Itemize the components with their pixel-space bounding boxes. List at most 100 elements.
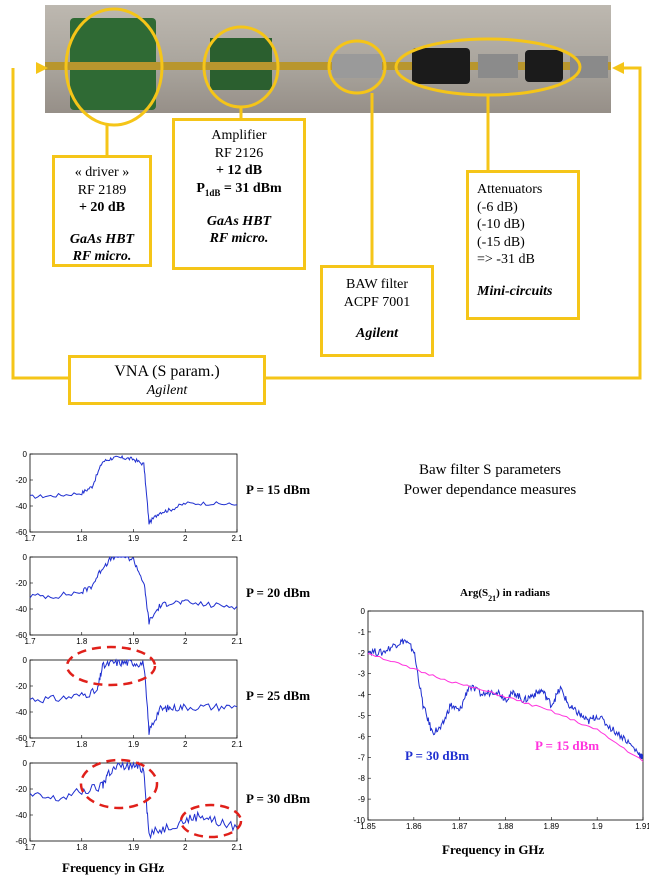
x-tick-label: 1.87	[452, 822, 468, 831]
y-tick-label: -60	[15, 631, 27, 640]
baw-maker: Agilent	[355, 326, 398, 341]
x-tick-label: 2	[183, 740, 188, 749]
attenuators-box: Attenuators (-6 dB) (-10 dB) (-15 dB) =>…	[466, 170, 580, 320]
attenuator-black-2	[525, 50, 563, 82]
x-tick-label: 1.9	[128, 534, 140, 543]
y-tick-label: -60	[15, 837, 27, 846]
power-label-20: P = 20 dBm	[246, 585, 311, 600]
x-tick-label: 1.8	[76, 843, 88, 852]
x-tick-label: 1.7	[24, 843, 36, 852]
y-tick-label: -8	[358, 774, 366, 783]
y-tick-label: -9	[358, 795, 366, 804]
att-l2: (-6 dB)	[477, 199, 518, 215]
series-line-0	[29, 658, 238, 735]
y-tick-label: -2	[358, 649, 366, 658]
driver-l1: « driver »	[74, 165, 130, 180]
x-tick-label: 1.9	[128, 740, 140, 749]
baw-connector	[332, 54, 382, 78]
power-label-15: P = 15 dBm	[246, 482, 311, 497]
driver-circle	[64, 7, 164, 127]
x-tick-label: 2	[183, 637, 188, 646]
amp-p1db: P1dB = 31 dBm	[175, 180, 303, 199]
x-tick-label: 1.8	[76, 637, 88, 646]
y-tick-label: -40	[15, 708, 27, 717]
att-l4: (-15 dB)	[477, 234, 525, 250]
highlight-ellipse-25	[65, 645, 157, 687]
y-tick-label: -20	[15, 579, 27, 588]
power-label-30: P = 30 dBm	[246, 791, 311, 806]
y-tick-label: 0	[23, 450, 28, 459]
y-tick-label: -6	[358, 732, 366, 741]
y-tick-label: 0	[361, 607, 366, 616]
x-tick-label: 1.89	[544, 822, 560, 831]
x-tick-label: 1.7	[24, 740, 36, 749]
x-tick-label: 1.88	[498, 822, 514, 831]
power-label-25: P = 25 dBm	[246, 688, 311, 703]
baw-l1: BAW filter	[346, 277, 408, 292]
x-tick-label: 2	[183, 843, 188, 852]
y-tick-label: -40	[15, 605, 27, 614]
phase-title-rest: ) in radians	[496, 587, 551, 599]
series-line-0	[29, 454, 238, 525]
y-tick-label: -7	[358, 753, 366, 762]
amp-l1: Amplifier	[211, 128, 267, 143]
baw-box: BAW filter ACPF 7001 Agilent	[320, 265, 434, 357]
amplifier-box: Amplifier RF 2126 + 12 dB P1dB = 31 dBm …	[172, 118, 306, 270]
x-tick-label: 1.85	[360, 822, 376, 831]
x-axis-label-left: Frequency in GHz	[62, 860, 165, 875]
title-l1: Baw filter S parameters	[418, 462, 562, 478]
y-tick-label: -4	[358, 691, 366, 700]
y-tick-label: 0	[23, 656, 28, 665]
x-tick-label: 1.7	[24, 534, 36, 543]
amp-p-sub: 1dB	[204, 187, 221, 198]
x-tick-label: 2	[183, 534, 188, 543]
driver-tech: GaAs HBT	[69, 231, 135, 247]
y-tick-label: -20	[15, 682, 27, 691]
vna-l2: Agilent	[146, 383, 188, 398]
x-tick-label: 1.9	[128, 843, 140, 852]
legend-30dbm: P = 30 dBm	[405, 748, 469, 763]
y-tick-label: -20	[15, 785, 27, 794]
driver-l2: RF 2189	[77, 182, 127, 198]
y-tick-label: -60	[15, 734, 27, 743]
driver-maker: RF micro.	[72, 249, 132, 264]
amp-p-val: = 31 dBm	[220, 180, 282, 196]
x-tick-label: 1.8	[76, 534, 88, 543]
phase-title-sub: 21	[488, 594, 496, 603]
series-line-0	[29, 556, 238, 625]
plot-frame	[29, 453, 238, 533]
att-l3: (-10 dB)	[477, 217, 525, 232]
attenuator-silver	[478, 54, 518, 78]
series-line-0	[29, 761, 238, 840]
x-tick-label: 1.91	[635, 822, 649, 831]
baw-l2: ACPF 7001	[343, 294, 411, 310]
att-maker: Mini-circuits	[477, 283, 553, 299]
driver-gain: + 20 dB	[78, 200, 126, 215]
y-tick-label: -20	[15, 476, 27, 485]
baw-circle	[327, 39, 387, 95]
vna-l1: VNA (S param.)	[114, 363, 220, 380]
x-tick-label: 2.1	[231, 534, 243, 543]
y-tick-label: -40	[15, 811, 27, 820]
y-tick-label: -1	[358, 628, 366, 637]
y-tick-label: -10	[353, 816, 365, 825]
amp-maker: RF micro.	[209, 231, 269, 247]
x-tick-label: 2.1	[231, 637, 243, 646]
y-tick-label: 0	[23, 759, 28, 768]
vna-box: VNA (S param.) Agilent	[68, 355, 266, 405]
figure-title: Baw filter S parameters Power dependance…	[360, 460, 620, 501]
diagram-lines	[11, 7, 642, 380]
x-tick-label: 1.9	[592, 822, 604, 831]
x-tick-label: 1.9	[128, 637, 140, 646]
title-l2: Power dependance measures	[403, 482, 577, 499]
att-l5: => -31 dB	[477, 252, 535, 267]
x-tick-label: 2.1	[231, 843, 243, 852]
amp-tech: GaAs HBT	[206, 213, 272, 229]
x-tick-label: 2.1	[231, 740, 243, 749]
x-tick-label: 1.86	[406, 822, 422, 831]
y-tick-label: -3	[358, 670, 366, 679]
amp-l2: RF 2126	[214, 145, 264, 161]
series-line-1	[367, 652, 644, 762]
x-axis-label-right: Frequency in GHz	[442, 842, 545, 857]
